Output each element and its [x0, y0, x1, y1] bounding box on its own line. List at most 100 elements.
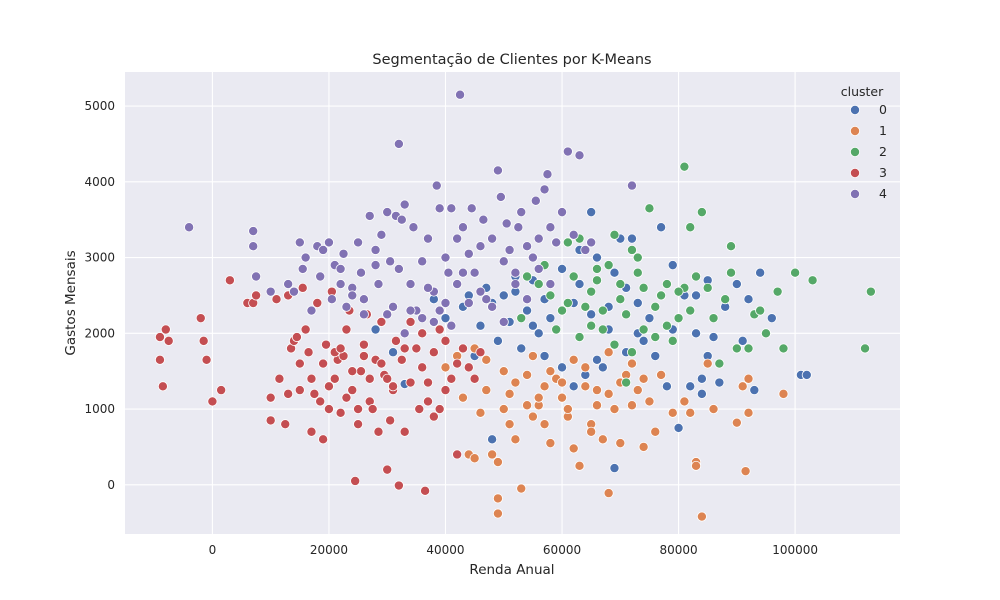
data-point-cluster-0 [440, 313, 451, 324]
data-point-cluster-2 [860, 343, 871, 354]
y-tick-label: 2000 [84, 326, 115, 340]
data-point-cluster-2 [562, 237, 573, 248]
data-point-cluster-1 [568, 443, 579, 454]
data-point-cluster-4 [533, 233, 544, 244]
data-point-cluster-0 [574, 279, 585, 290]
data-point-cluster-0 [516, 343, 527, 354]
data-point-cluster-4 [373, 279, 384, 290]
data-point-cluster-4 [376, 229, 387, 240]
data-point-cluster-3 [353, 404, 364, 415]
x-tick-label: 0 [209, 543, 217, 557]
data-point-cluster-4 [478, 214, 489, 225]
data-point-cluster-0 [638, 335, 649, 346]
data-point-cluster-3 [423, 377, 434, 388]
data-point-cluster-3 [224, 275, 235, 286]
legend-marker [850, 146, 861, 157]
data-point-cluster-1 [539, 381, 550, 392]
data-point-cluster-2 [638, 324, 649, 335]
data-point-cluster-4 [318, 244, 329, 255]
legend-marker [850, 126, 861, 137]
data-point-cluster-1 [481, 354, 492, 365]
data-point-cluster-4 [393, 138, 404, 149]
data-point-cluster-4 [434, 305, 445, 316]
data-point-cluster-3 [216, 385, 227, 396]
data-point-cluster-4 [428, 316, 439, 327]
data-point-cluster-3 [323, 404, 334, 415]
data-point-cluster-2 [586, 320, 597, 331]
data-point-cluster-0 [522, 305, 533, 316]
data-point-cluster-0 [714, 377, 725, 388]
data-point-cluster-4 [248, 226, 259, 237]
data-point-cluster-3 [329, 373, 340, 384]
data-point-cluster-2 [743, 343, 754, 354]
data-point-cluster-1 [539, 419, 550, 430]
x-tick-labels: 0 20000 40000 60000 80000 100000 [209, 543, 818, 557]
data-point-cluster-1 [522, 369, 533, 380]
data-point-cluster-4 [510, 279, 521, 290]
data-point-cluster-1 [685, 407, 696, 418]
data-point-cluster-0 [644, 313, 655, 324]
data-point-cluster-4 [248, 241, 259, 252]
data-point-cluster-4 [452, 279, 463, 290]
data-point-cluster-1 [527, 411, 538, 422]
y-tick-label: 4000 [84, 175, 115, 189]
y-tick-labels: 0 1000 2000 3000 4000 5000 [84, 99, 115, 492]
data-point-cluster-4 [399, 328, 410, 339]
data-point-cluster-3 [364, 373, 375, 384]
y-axis-label: Gastos Mensais [63, 250, 79, 355]
data-point-cluster-4 [487, 301, 498, 312]
data-point-cluster-4 [283, 279, 294, 290]
data-point-cluster-3 [376, 358, 387, 369]
data-point-cluster-3 [306, 373, 317, 384]
data-point-cluster-1 [667, 407, 678, 418]
data-point-cluster-2 [574, 332, 585, 343]
data-point-cluster-4 [580, 244, 591, 255]
data-point-cluster-1 [603, 388, 614, 399]
data-point-cluster-4 [184, 222, 195, 233]
data-point-cluster-3 [271, 294, 282, 305]
data-point-cluster-1 [591, 400, 602, 411]
gridlines [125, 72, 900, 534]
data-point-cluster-2 [586, 286, 597, 297]
data-point-cluster-1 [533, 392, 544, 403]
data-point-cluster-4 [487, 233, 498, 244]
data-point-cluster-3 [350, 475, 361, 486]
data-point-cluster-0 [731, 279, 742, 290]
data-point-cluster-1 [696, 511, 707, 522]
data-point-cluster-4 [457, 222, 468, 233]
data-point-cluster-4 [446, 320, 457, 331]
data-point-cluster-4 [504, 244, 515, 255]
data-point-cluster-3 [440, 385, 451, 396]
data-point-cluster-0 [591, 252, 602, 263]
data-point-cluster-1 [737, 381, 748, 392]
data-point-cluster-3 [353, 419, 364, 430]
data-point-cluster-4 [265, 286, 276, 297]
data-point-cluster-3 [405, 377, 416, 388]
data-point-cluster-2 [720, 294, 731, 305]
data-point-cluster-4 [469, 267, 480, 278]
chart-title: Segmentação de Clientes por K-Means [372, 52, 651, 68]
data-point-cluster-2 [865, 286, 876, 297]
data-point-cluster-0 [388, 347, 399, 358]
data-point-cluster-2 [726, 241, 737, 252]
data-point-cluster-4 [562, 146, 573, 157]
data-point-cluster-4 [586, 237, 597, 248]
data-point-cluster-4 [501, 218, 512, 229]
data-point-cluster-2 [708, 313, 719, 324]
data-point-cluster-0 [632, 297, 643, 308]
data-point-cluster-0 [696, 373, 707, 384]
data-point-cluster-3 [385, 415, 396, 426]
data-point-cluster-3 [417, 362, 428, 373]
data-point-cluster-2 [726, 267, 737, 278]
data-point-cluster-4 [463, 248, 474, 259]
data-point-cluster-2 [731, 343, 742, 354]
data-point-cluster-0 [586, 309, 597, 320]
data-point-cluster-1 [597, 434, 608, 445]
data-point-cluster-4 [557, 207, 568, 218]
data-point-cluster-0 [743, 294, 754, 305]
data-point-cluster-0 [801, 369, 812, 380]
data-point-cluster-1 [615, 438, 626, 449]
data-point-cluster-3 [280, 419, 291, 430]
data-point-cluster-2 [702, 282, 713, 293]
